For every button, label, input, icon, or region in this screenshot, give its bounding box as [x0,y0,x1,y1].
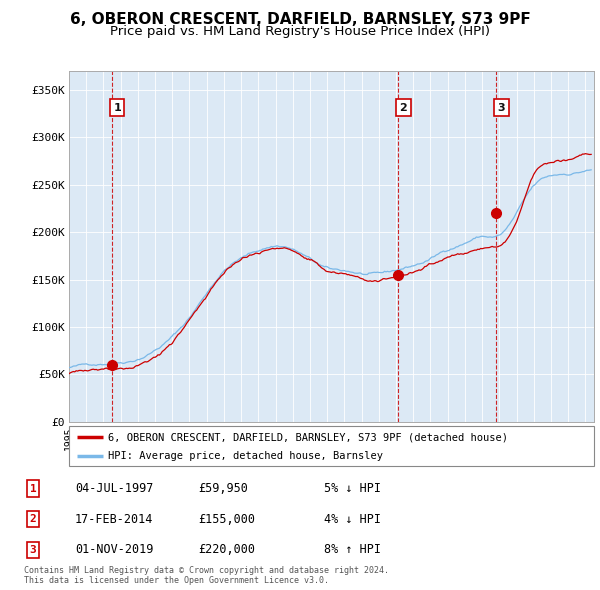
Text: 1: 1 [113,103,121,113]
Text: £59,950: £59,950 [198,482,248,495]
Text: 3: 3 [498,103,505,113]
Text: 6, OBERON CRESCENT, DARFIELD, BARNSLEY, S73 9PF: 6, OBERON CRESCENT, DARFIELD, BARNSLEY, … [70,12,530,27]
Text: 1: 1 [29,484,37,493]
Text: 3: 3 [29,545,37,555]
Text: £220,000: £220,000 [198,543,255,556]
Text: 8% ↑ HPI: 8% ↑ HPI [324,543,381,556]
Text: 6, OBERON CRESCENT, DARFIELD, BARNSLEY, S73 9PF (detached house): 6, OBERON CRESCENT, DARFIELD, BARNSLEY, … [109,432,508,442]
Text: HPI: Average price, detached house, Barnsley: HPI: Average price, detached house, Barn… [109,451,383,461]
Text: £155,000: £155,000 [198,513,255,526]
Text: 2: 2 [400,103,407,113]
Text: 5% ↓ HPI: 5% ↓ HPI [324,482,381,495]
Text: 4% ↓ HPI: 4% ↓ HPI [324,513,381,526]
Text: Price paid vs. HM Land Registry's House Price Index (HPI): Price paid vs. HM Land Registry's House … [110,25,490,38]
Text: 17-FEB-2014: 17-FEB-2014 [75,513,154,526]
Text: 01-NOV-2019: 01-NOV-2019 [75,543,154,556]
Text: 2: 2 [29,514,37,524]
Text: Contains HM Land Registry data © Crown copyright and database right 2024.
This d: Contains HM Land Registry data © Crown c… [24,566,389,585]
Text: 04-JUL-1997: 04-JUL-1997 [75,482,154,495]
